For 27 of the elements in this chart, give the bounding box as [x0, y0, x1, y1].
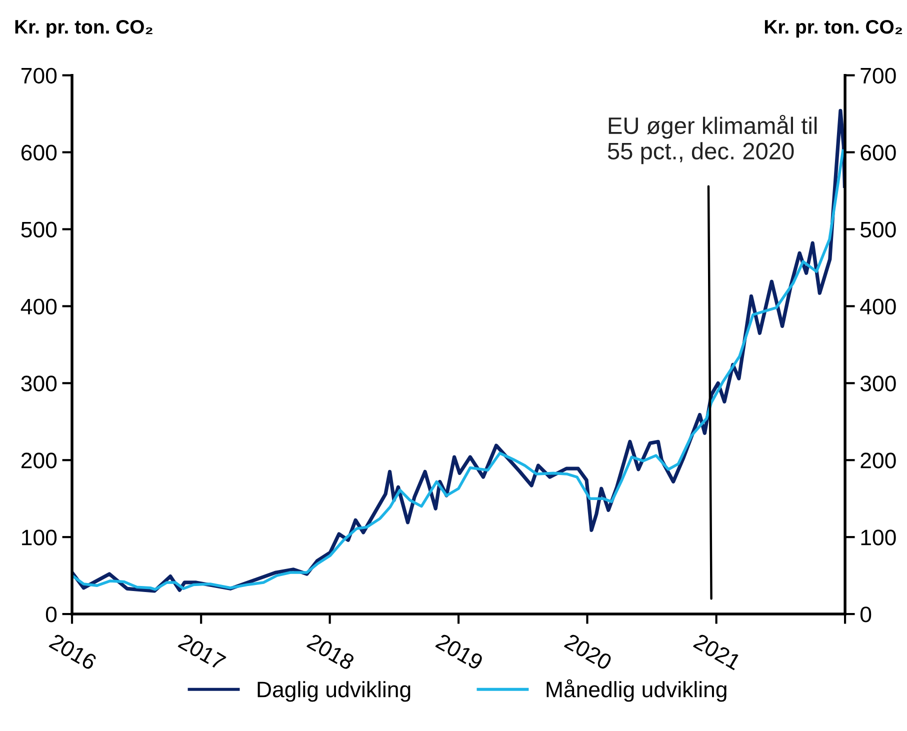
y2-tick-label: 300	[860, 376, 896, 392]
y-tick-label: 600	[21, 144, 57, 161]
y2-tick-label: 600	[860, 144, 896, 161]
y2-tick-label: 700	[860, 68, 896, 84]
y-tick-label: 200	[21, 452, 57, 468]
x-tick-label: 2020	[564, 633, 613, 671]
y-tick-label: 500	[21, 222, 57, 238]
annotation: EU øger klimamål til 55 pct., dec. 2020	[608, 114, 817, 164]
y2-tick-label: 100	[861, 530, 896, 546]
y-tick-label: 100	[22, 530, 57, 546]
x-tick-label: 2021	[692, 633, 742, 670]
x-tick-label: 2019	[435, 633, 484, 670]
y2-axis-title: Kr. pr. ton. CO₂	[764, 20, 902, 38]
legend-label: Daglig udvikling	[258, 681, 410, 702]
x-tick-label: 2016	[48, 633, 98, 670]
y-tick-label: 400	[20, 298, 57, 314]
legend-label: Månedlig udvikling	[546, 679, 726, 702]
y2-tick-label: 400	[860, 298, 896, 314]
x-tick-label: 2018	[306, 633, 356, 670]
y2-tick-label: 0	[860, 606, 872, 622]
y-tick-label: 700	[22, 68, 57, 84]
y-tick-label: 300	[21, 376, 57, 392]
y-tick-label: 0	[46, 606, 57, 622]
x-tick-label: 2017	[178, 633, 226, 670]
y2-tick-label: 500	[860, 222, 896, 238]
y2-tick-label: 200	[860, 452, 896, 468]
y-axis-title: Kr. pr. ton. CO₂	[15, 20, 152, 38]
